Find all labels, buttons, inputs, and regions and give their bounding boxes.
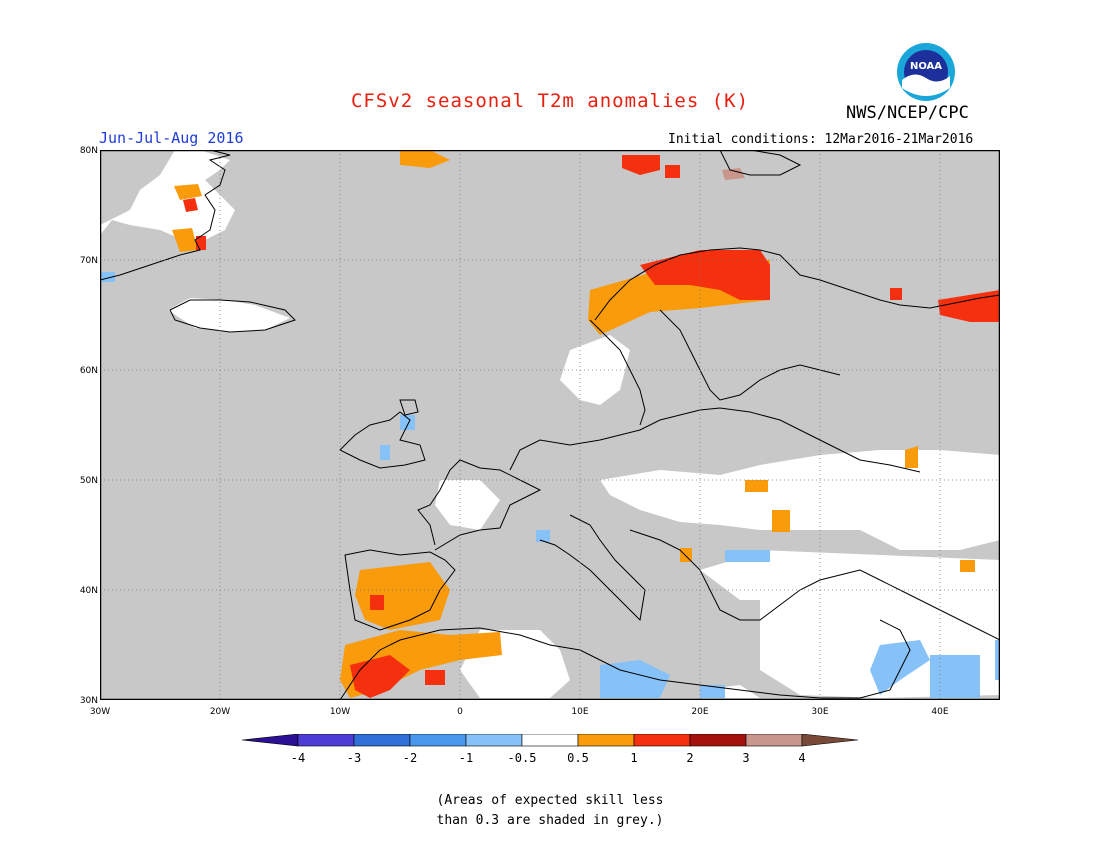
colorbar: -4 -3 -2 -1 -0.5 0.5 1 2 3 4 bbox=[241, 734, 859, 765]
colorbar-tick-label: 4 bbox=[798, 751, 805, 765]
lon-tick-label: 30W bbox=[90, 707, 110, 717]
colorbar-tick-label: -1 bbox=[459, 751, 473, 765]
colorbar-swatch bbox=[353, 734, 411, 747]
lat-tick-label: 80N bbox=[80, 146, 98, 156]
lon-tick-label: 10W bbox=[330, 707, 350, 717]
colorbar-swatch bbox=[633, 734, 691, 747]
colorbar-tick-label: 3 bbox=[742, 751, 749, 765]
lon-tick-label: 10E bbox=[571, 707, 588, 717]
colorbar-swatch bbox=[745, 734, 803, 747]
colorbar-swatch bbox=[465, 734, 523, 747]
colorbar-tick-label: 2 bbox=[686, 751, 693, 765]
map-title: CFSv2 seasonal T2m anomalies (K) bbox=[350, 90, 750, 112]
colorbar-tick-label: -4 bbox=[291, 751, 305, 765]
agency-label: NWS/NCEP/CPC bbox=[846, 103, 969, 123]
season-label: Jun-Jul-Aug 2016 bbox=[99, 129, 244, 147]
noaa-logo: NOAA bbox=[897, 43, 955, 101]
lat-tick-label: 70N bbox=[80, 256, 98, 266]
anomaly-map bbox=[100, 150, 1000, 700]
map-frame bbox=[100, 150, 1000, 700]
lon-tick-label: 30E bbox=[811, 707, 828, 717]
lat-tick-label: 30N bbox=[80, 696, 98, 706]
colorbar-tick-label: -0.5 bbox=[508, 751, 537, 765]
colorbar-tick-label: -3 bbox=[347, 751, 361, 765]
colorbar-tick-label: -2 bbox=[403, 751, 417, 765]
colorbar-tick-label: 0.5 bbox=[567, 751, 589, 765]
colorbar-tick-label: 1 bbox=[630, 751, 637, 765]
colorbar-swatch bbox=[801, 734, 859, 747]
lat-tick-label: 40N bbox=[80, 586, 98, 596]
colorbar-swatch bbox=[297, 734, 355, 747]
initial-conditions-label: Initial conditions: 12Mar2016-21Mar2016 bbox=[668, 132, 974, 147]
colorbar-swatch bbox=[521, 734, 579, 747]
colorbar-swatch bbox=[577, 734, 635, 747]
lon-tick-label: 20W bbox=[210, 707, 230, 717]
skill-note-line2: than 0.3 are shaded in grey.) bbox=[436, 813, 664, 828]
lat-tick-label: 50N bbox=[80, 476, 98, 486]
skill-note-line1: (Areas of expected skill less bbox=[436, 793, 664, 808]
lat-tick-label: 60N bbox=[80, 366, 98, 376]
logo-text: NOAA bbox=[910, 61, 942, 72]
lon-tick-label: 40E bbox=[931, 707, 948, 717]
colorbar-swatch bbox=[409, 734, 467, 747]
colorbar-swatch bbox=[689, 734, 747, 747]
axis-labels: 80N 70N 60N 50N 40N 30N 30W 20W 10W 0 10E 20E 30E 40… bbox=[80, 146, 949, 717]
lon-tick-label: 20E bbox=[691, 707, 708, 717]
lon-tick-label: 0 bbox=[457, 707, 463, 717]
colorbar-swatch bbox=[241, 734, 299, 747]
